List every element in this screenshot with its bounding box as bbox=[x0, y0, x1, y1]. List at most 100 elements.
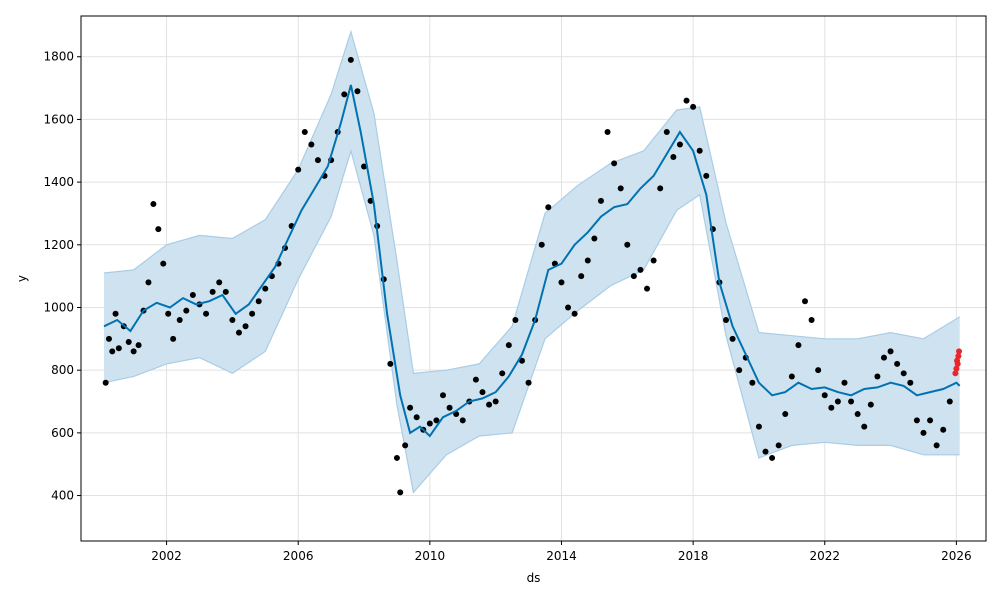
observed-point bbox=[795, 342, 802, 349]
observed-point bbox=[130, 348, 137, 355]
observed-point bbox=[499, 370, 506, 377]
observed-point bbox=[703, 172, 710, 179]
x-axis-ticks: 2002 2006 2010 2014 2018 2022 2026 bbox=[151, 541, 972, 563]
observed-point bbox=[782, 411, 789, 418]
observed-point bbox=[637, 266, 644, 273]
observed-point bbox=[630, 273, 637, 280]
x-tick-label: 2010 bbox=[415, 549, 446, 563]
observed-points bbox=[102, 56, 953, 496]
observed-point bbox=[407, 404, 414, 411]
observed-point bbox=[472, 376, 479, 383]
observed-point bbox=[749, 379, 756, 386]
uncertainty-upper-edge bbox=[103, 29, 961, 374]
observed-point bbox=[189, 291, 196, 298]
observed-point bbox=[545, 204, 552, 211]
observed-point bbox=[907, 379, 914, 386]
observed-point bbox=[604, 128, 611, 135]
observed-point bbox=[387, 360, 394, 367]
observed-point bbox=[361, 163, 368, 170]
x-tick-label: 2006 bbox=[283, 549, 314, 563]
observed-point bbox=[347, 56, 354, 63]
observed-point bbox=[216, 279, 223, 286]
x-tick-label: 2018 bbox=[678, 549, 709, 563]
observed-point bbox=[940, 426, 947, 433]
observed-point bbox=[802, 298, 808, 305]
observed-point bbox=[762, 448, 769, 455]
observed-point bbox=[112, 310, 119, 317]
observed-point bbox=[887, 348, 894, 355]
y-tick-label: 1800 bbox=[43, 50, 74, 64]
observed-point bbox=[354, 88, 361, 95]
observed-point bbox=[203, 310, 210, 317]
observed-point bbox=[591, 235, 598, 242]
observed-point bbox=[828, 404, 835, 411]
observed-point bbox=[249, 310, 256, 317]
observed-point bbox=[736, 367, 743, 374]
observed-point bbox=[341, 91, 348, 98]
observed-point bbox=[650, 257, 657, 264]
observed-point bbox=[393, 454, 400, 461]
y-tick-label: 1600 bbox=[43, 112, 74, 126]
recent-points bbox=[952, 348, 963, 377]
observed-point bbox=[413, 414, 420, 421]
observed-point bbox=[861, 423, 868, 430]
observed-point bbox=[578, 273, 585, 280]
y-axis-label: y bbox=[15, 275, 29, 282]
x-tick-label: 2002 bbox=[151, 549, 182, 563]
observed-point bbox=[729, 335, 736, 342]
observed-point bbox=[624, 241, 631, 248]
observed-point bbox=[894, 360, 901, 367]
observed-point bbox=[821, 392, 828, 399]
observed-point bbox=[933, 442, 940, 449]
observed-point bbox=[314, 157, 321, 164]
observed-point bbox=[426, 420, 433, 427]
observed-point bbox=[209, 288, 216, 295]
observed-point bbox=[402, 442, 409, 449]
observed-point bbox=[459, 417, 466, 424]
observed-point bbox=[927, 417, 934, 424]
observed-point bbox=[229, 317, 236, 324]
observed-point bbox=[834, 398, 841, 405]
observed-point bbox=[135, 342, 142, 349]
observed-point bbox=[479, 389, 486, 396]
observed-point bbox=[222, 288, 229, 295]
observed-point bbox=[518, 357, 525, 364]
observed-point bbox=[538, 241, 545, 248]
forecast-line bbox=[103, 84, 961, 438]
observed-point bbox=[775, 442, 782, 449]
observed-point bbox=[176, 317, 183, 324]
observed-point bbox=[150, 201, 157, 208]
recent-point bbox=[956, 348, 963, 355]
observed-point bbox=[663, 128, 670, 135]
observed-point bbox=[558, 279, 565, 286]
uncertainty-lower-edge bbox=[103, 148, 960, 494]
y-tick-label: 400 bbox=[51, 489, 74, 503]
y-tick-label: 1400 bbox=[43, 175, 74, 189]
x-axis-label: ds bbox=[527, 571, 541, 585]
observed-point bbox=[155, 226, 162, 233]
recent-point bbox=[954, 360, 961, 367]
observed-point bbox=[512, 317, 519, 324]
observed-point bbox=[597, 197, 604, 204]
observed-point bbox=[145, 279, 152, 286]
observed-point bbox=[848, 398, 855, 405]
x-tick-label: 2026 bbox=[941, 549, 972, 563]
observed-point bbox=[486, 401, 493, 408]
y-tick-label: 1000 bbox=[43, 300, 74, 314]
observed-point bbox=[815, 367, 822, 374]
observed-point bbox=[165, 310, 172, 317]
x-tick-label: 2022 bbox=[809, 549, 840, 563]
observed-point bbox=[683, 97, 690, 104]
observed-point bbox=[571, 310, 578, 317]
plot-frame bbox=[80, 15, 987, 542]
observed-point bbox=[690, 103, 697, 110]
recent-point bbox=[952, 370, 959, 377]
recent-point bbox=[953, 365, 960, 372]
observed-point bbox=[446, 404, 453, 411]
observed-point bbox=[920, 429, 927, 436]
observed-point bbox=[808, 317, 815, 324]
observed-point bbox=[670, 154, 677, 161]
observed-point bbox=[769, 454, 776, 461]
observed-point bbox=[170, 335, 177, 342]
